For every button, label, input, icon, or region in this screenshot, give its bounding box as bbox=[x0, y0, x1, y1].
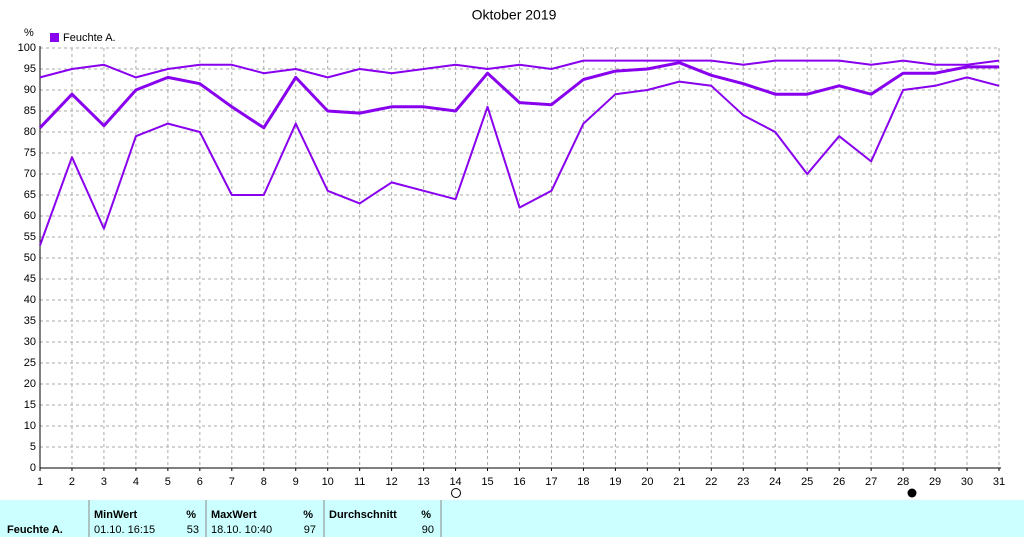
x-tick-label: 20 bbox=[641, 476, 653, 488]
y-tick-label: 85 bbox=[24, 105, 36, 117]
x-tick-label: 18 bbox=[577, 476, 589, 488]
x-tick-label: 24 bbox=[769, 476, 781, 488]
y-tick-label: 70 bbox=[24, 168, 36, 180]
stats-unit: % bbox=[186, 509, 196, 521]
y-tick-label: 45 bbox=[24, 273, 36, 285]
x-tick-label: 15 bbox=[481, 476, 493, 488]
stats-value: 97 bbox=[304, 524, 316, 536]
legend-label: Feuchte A. bbox=[63, 32, 116, 44]
x-tick-label: 28 bbox=[897, 476, 909, 488]
x-tick-label: 30 bbox=[961, 476, 973, 488]
y-tick-label: 95 bbox=[24, 63, 36, 75]
y-tick-label: 35 bbox=[24, 315, 36, 327]
x-tick-label: 12 bbox=[386, 476, 398, 488]
x-tick-label: 19 bbox=[609, 476, 621, 488]
x-tick-label: 22 bbox=[705, 476, 717, 488]
x-tick-label: 6 bbox=[197, 476, 203, 488]
x-tick-label: 25 bbox=[801, 476, 813, 488]
stats-header: Durchschnitt bbox=[329, 509, 397, 521]
x-tick-label: 10 bbox=[322, 476, 334, 488]
x-tick-label: 5 bbox=[165, 476, 171, 488]
y-tick-label: 10 bbox=[24, 420, 36, 432]
y-tick-label: 0 bbox=[30, 462, 36, 474]
y-tick-label: 40 bbox=[24, 294, 36, 306]
x-tick-label: 1 bbox=[37, 476, 43, 488]
x-tick-label: 7 bbox=[229, 476, 235, 488]
x-tick-label: 4 bbox=[133, 476, 139, 488]
x-tick-label: 17 bbox=[545, 476, 557, 488]
x-tick-label: 29 bbox=[929, 476, 941, 488]
data-line bbox=[38, 61, 999, 130]
x-tick-label: 31 bbox=[993, 476, 1005, 488]
chart-title: Oktober 2019 bbox=[472, 7, 557, 23]
stats-value: 53 bbox=[187, 524, 199, 536]
data-line bbox=[39, 76, 1000, 246]
stats-unit: % bbox=[421, 509, 431, 521]
x-tick-label: 2 bbox=[69, 476, 75, 488]
y-tick-label: 50 bbox=[24, 252, 36, 264]
x-tick-label: 13 bbox=[417, 476, 429, 488]
y-tick-label: 30 bbox=[24, 336, 36, 348]
y-tick-label: 90 bbox=[24, 84, 36, 96]
stats-unit: % bbox=[303, 509, 313, 521]
y-tick-label: 20 bbox=[24, 378, 36, 390]
x-tick-label: 21 bbox=[673, 476, 685, 488]
x-tick-label: 3 bbox=[101, 476, 107, 488]
y-tick-label: 80 bbox=[24, 126, 36, 138]
stats-background bbox=[0, 500, 1024, 537]
stats-time: 01.10. 16:15 bbox=[94, 524, 155, 536]
x-tick-label: 9 bbox=[293, 476, 299, 488]
moon-full bbox=[907, 488, 917, 498]
y-tick-label: 55 bbox=[24, 231, 36, 243]
legend-swatch bbox=[50, 33, 59, 42]
y-tick-label: 75 bbox=[24, 147, 36, 159]
data-line bbox=[39, 59, 1000, 79]
y-axis-label: % bbox=[24, 27, 34, 39]
x-tick-label: 23 bbox=[737, 476, 749, 488]
y-tick-label: 5 bbox=[30, 441, 36, 453]
x-tick-label: 14 bbox=[449, 476, 461, 488]
y-tick-label: 15 bbox=[24, 399, 36, 411]
x-tick-label: 26 bbox=[833, 476, 845, 488]
x-tick-label: 11 bbox=[354, 476, 365, 488]
y-tick-label: 100 bbox=[18, 42, 36, 54]
x-tick-label: 27 bbox=[865, 476, 877, 488]
x-tick-label: 16 bbox=[513, 476, 525, 488]
stats-header: MinWert bbox=[94, 509, 138, 521]
y-tick-label: 60 bbox=[24, 210, 36, 222]
stats-time: 18.10. 10:40 bbox=[211, 524, 272, 536]
stats-label: Feuchte A. bbox=[7, 524, 63, 536]
stats-header: MaxWert bbox=[211, 509, 257, 521]
y-tick-label: 65 bbox=[24, 189, 36, 201]
moon-new bbox=[451, 488, 461, 498]
y-tick-label: 25 bbox=[24, 357, 36, 369]
stats-value: 90 bbox=[422, 524, 434, 536]
x-tick-label: 8 bbox=[261, 476, 267, 488]
